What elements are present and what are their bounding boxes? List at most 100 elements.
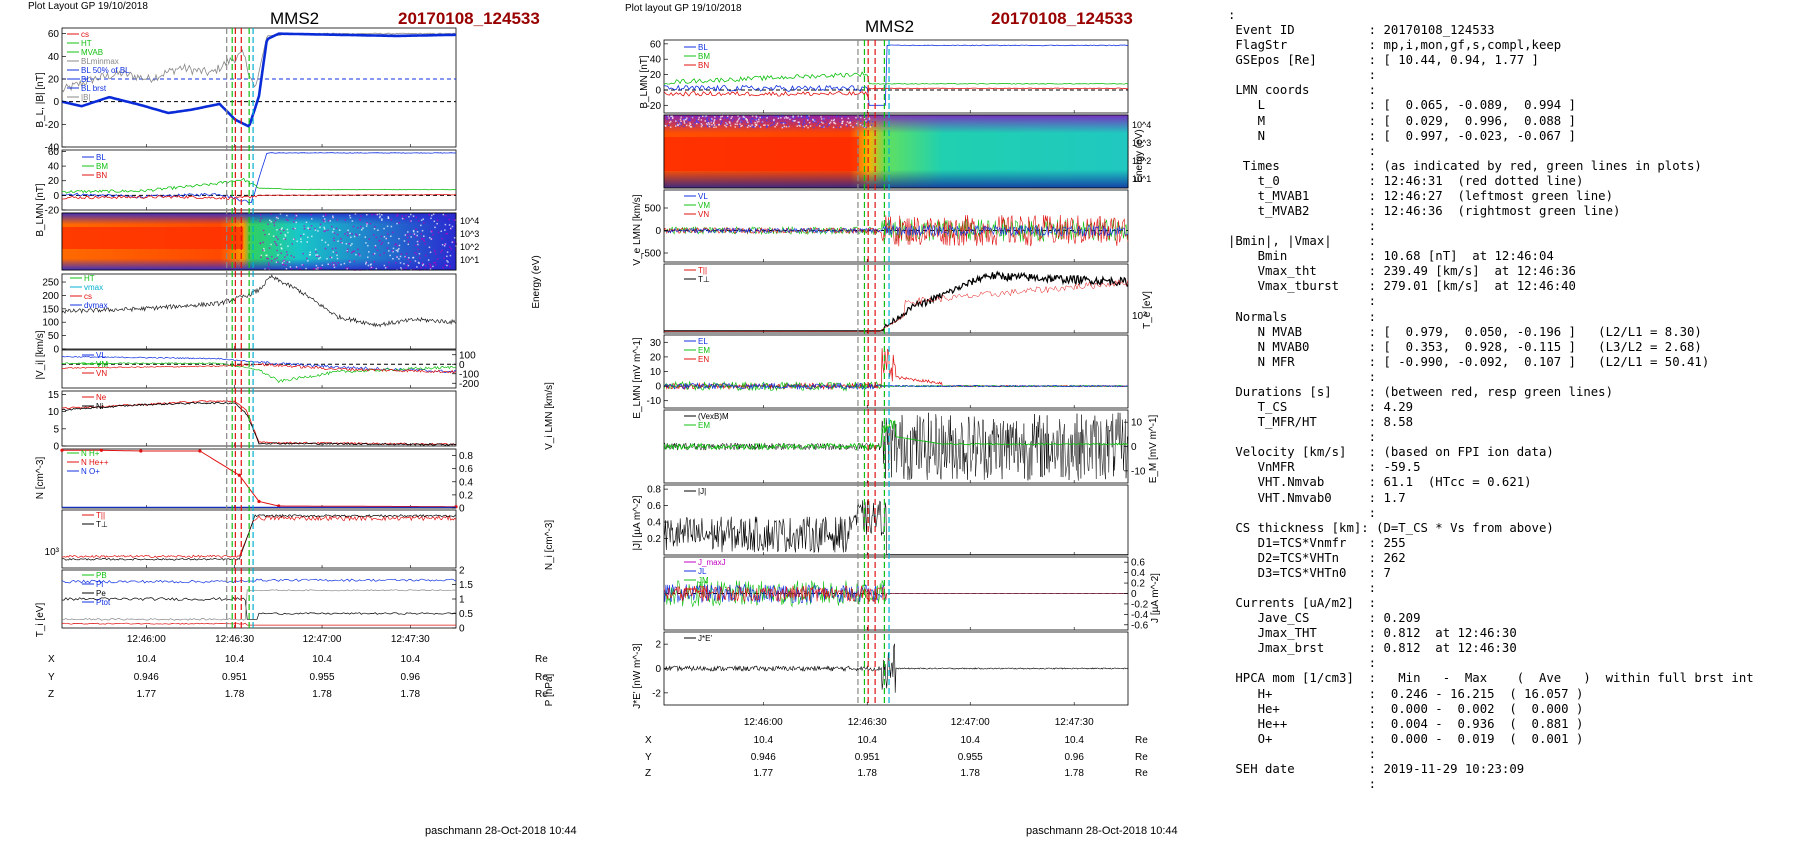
left-spectrogram-speck: [346, 231, 349, 234]
mid-spectrogram-speck: [749, 121, 752, 123]
mid-p5-ytick-label: 10: [650, 367, 662, 378]
left-spectrogram-speck: [291, 243, 294, 245]
mid-spectrogram-speck: [732, 118, 735, 120]
mid-spectrogram-speck: [849, 120, 852, 122]
mid-spectrogram-speck: [737, 118, 740, 120]
mid-spectrogram-speck: [850, 124, 852, 127]
mid-p1-ytick-label: 0: [655, 85, 661, 96]
left-p1-ytick-label: -40: [45, 143, 60, 154]
left-p8-tpar-series: [61, 514, 457, 559]
left-p1-legend-entry: BL: [81, 75, 91, 84]
mid-p4-tperp-series: [664, 270, 1129, 333]
left-spectrogram-speck: [430, 266, 433, 269]
left-spectrogram-speck: [327, 263, 329, 265]
mid-spectrogram-speck: [713, 126, 715, 128]
left-time-tick-label: 12:46:30: [215, 634, 254, 645]
left-spectrogram-speck: [433, 261, 435, 264]
mid-spectrogram-speck: [683, 122, 686, 124]
left-p4-legend-entry: HT: [84, 274, 95, 283]
left-p9-ytick-label: 0.5: [459, 609, 473, 620]
mid-coord-value: 0.955: [958, 752, 983, 763]
mid-spec-ytick-label: 10^3: [1132, 138, 1151, 148]
left-spectrogram-speck: [433, 249, 436, 252]
info-line: :: [1228, 430, 1377, 445]
mid-spectrogram-speck: [758, 120, 760, 123]
left-spectrogram-speck: [335, 227, 338, 230]
left-p7-legend-entry: N H+: [81, 449, 100, 458]
mid-spectrogram-speck: [692, 123, 694, 126]
mid-spec-ytick-label: 10^2: [1132, 156, 1151, 166]
mid-spectrogram-speck: [747, 125, 749, 127]
mid-spectrogram-speck: [835, 126, 838, 129]
left-spectrogram-speck: [444, 264, 447, 266]
left-p9-ylabel: P [nPa]: [544, 673, 555, 706]
left-spectrogram-speck: [405, 215, 407, 217]
info-line: :: [1228, 8, 1236, 22]
left-spectrogram-speck: [286, 261, 288, 263]
mid-spectrogram-speck: [868, 117, 870, 119]
left-spectrogram-speck: [415, 253, 418, 256]
left-spectrogram-speck: [399, 255, 402, 258]
mid-coord-value: 10.4: [961, 735, 981, 746]
left-spectrogram-speck: [280, 228, 283, 231]
mid-p7-ylabel: |J| [µA m^-2]: [632, 495, 643, 550]
left-spectrogram-speck: [303, 228, 306, 230]
left-p7-ytick-label: 0.6: [459, 464, 473, 475]
mid-spectrogram-speck: [742, 115, 745, 118]
mid-spectrogram-speck: [737, 120, 739, 122]
mid-elmn-panel: [663, 334, 1129, 409]
left-spectrogram-speck: [329, 220, 331, 222]
left-spectrogram-speck: [323, 230, 325, 233]
left-spectrogram-speck: [268, 233, 270, 235]
left-spectrogram-speck: [319, 226, 321, 229]
mid-spectrogram-speck: [835, 115, 838, 118]
mid-spectrogram-speck: [865, 115, 867, 117]
mid-spectrogram-speck: [807, 123, 809, 126]
mid-spectrogram-speck: [868, 118, 871, 120]
left-spectrogram-speck: [404, 256, 407, 258]
left-spectrogram-speck: [387, 233, 389, 235]
left-spectrogram-speck: [286, 228, 289, 231]
mid-p9-ylabel: J*E' [nW m^-3]: [632, 643, 643, 709]
mid-p6-vexb-series: [663, 412, 1129, 481]
mid-spectrogram-speck: [855, 116, 857, 119]
mid-p3-ytick-label: 500: [644, 204, 661, 215]
left-spectrogram-speck: [267, 223, 269, 226]
left-spectrogram-speck: [289, 266, 292, 268]
left-p4-legend-entry: cs: [84, 292, 92, 301]
left-ion-spectrogram-frame: [61, 212, 457, 271]
left-spectrogram-speck: [367, 256, 369, 258]
left-spectrogram-speck: [417, 220, 420, 222]
mid-spectrogram-speck: [791, 120, 794, 122]
left-spectrogram-speck: [345, 267, 348, 269]
left-spectrogram-speck: [299, 267, 301, 270]
left-spectrogram-speck: [352, 225, 355, 228]
info-line: :: [1228, 776, 1377, 791]
mid-electron-spectrogram-frame: [663, 114, 1129, 189]
left-p5-legend-entry: VN: [96, 369, 107, 378]
left-spectrogram-speck: [346, 250, 349, 253]
left-spectrogram-speck: [441, 249, 443, 252]
left-spectrogram-speck: [336, 233, 339, 236]
left-spectrogram-speck: [327, 244, 329, 246]
left-spectrogram-speck: [387, 217, 390, 219]
left-spectrogram-speck: [332, 215, 334, 217]
mid-spectrogram-speck: [847, 117, 850, 120]
mid-spectrogram-speck: [671, 117, 674, 120]
left-spectrogram-speck: [303, 233, 305, 236]
mid-coord-value: 0.96: [1064, 752, 1084, 763]
mid-spectrogram-speck: [729, 124, 732, 127]
mid-coord-value: 1.78: [857, 768, 877, 779]
mid-spectrogram-speck: [838, 126, 841, 129]
mid-spectrogram-speck: [773, 118, 775, 121]
left-spectrogram-speck: [452, 241, 455, 243]
left-p7-point: [198, 449, 202, 453]
mid-spectrogram-speck: [749, 124, 751, 126]
left-spectrogram-speck: [366, 213, 368, 216]
mid-spectrogram-speck: [845, 124, 848, 126]
info-line: Vmax_tburst : 279.01 [km/s] at 12:46:40: [1228, 279, 1576, 294]
left-spectrogram-speck: [259, 213, 262, 216]
left-spectrogram-speck: [336, 254, 338, 257]
left-spectrogram-speck: [315, 254, 317, 256]
mid-p5-en-series: [663, 348, 1129, 391]
